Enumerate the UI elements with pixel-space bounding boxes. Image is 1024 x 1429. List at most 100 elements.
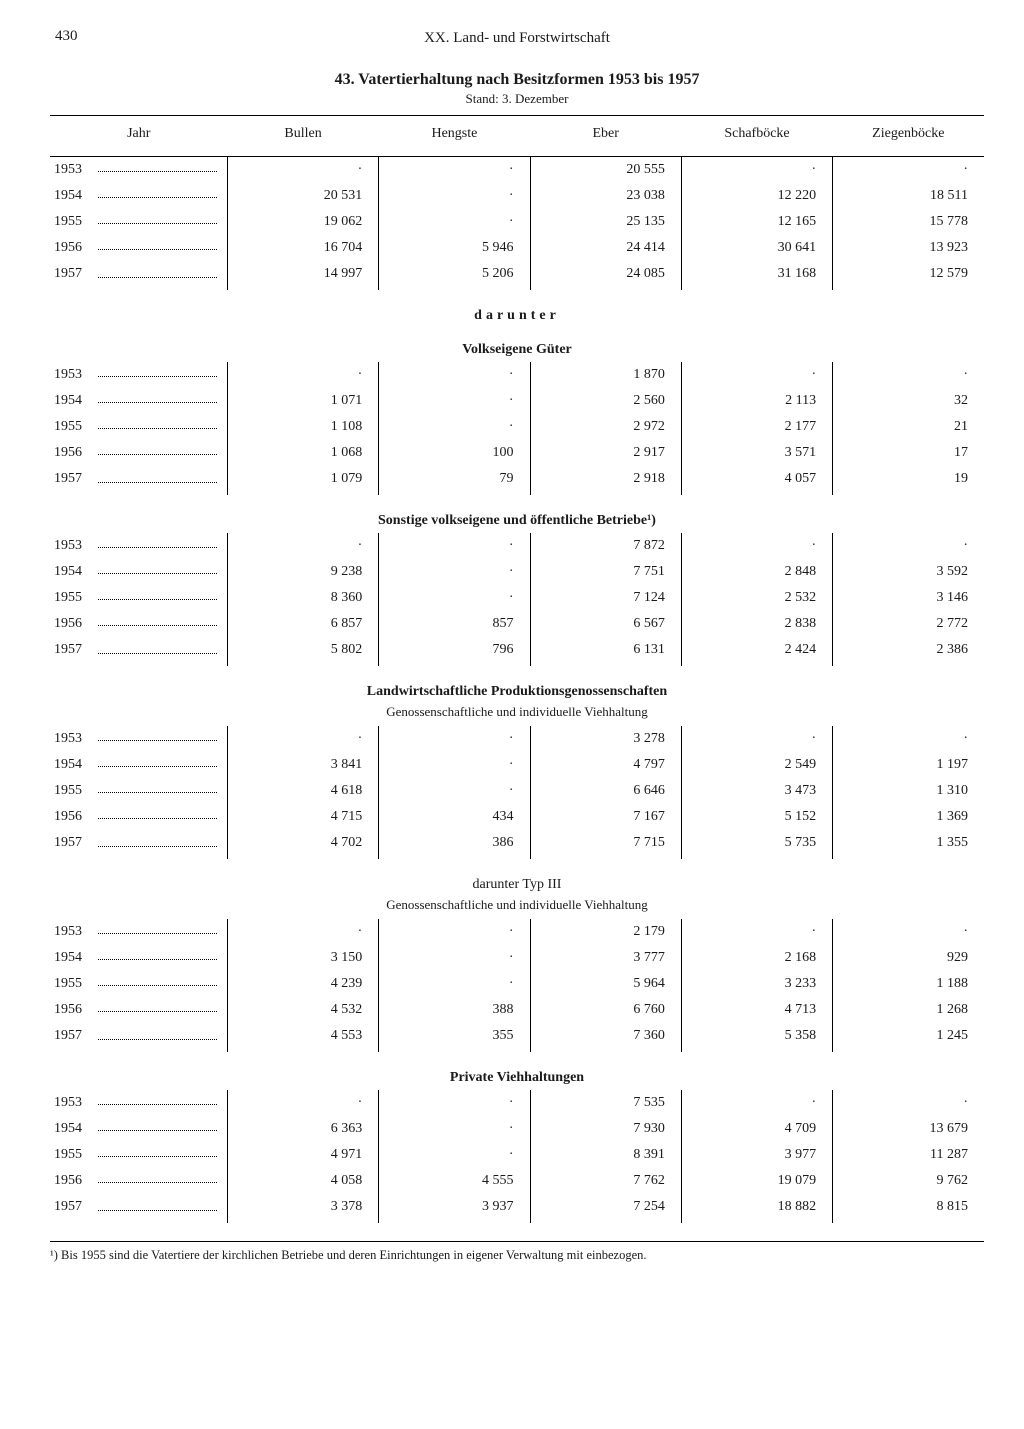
value-cell: ·	[681, 362, 832, 388]
value-cell: ·	[681, 919, 832, 945]
year-cell: 1954	[50, 183, 227, 209]
section-heading: Private Viehhaltungen	[50, 1070, 984, 1086]
year-cell: 1954	[50, 1116, 227, 1142]
value-cell: 2 917	[530, 440, 681, 466]
value-cell: ·	[227, 157, 378, 183]
value-cell: 1 355	[833, 830, 984, 859]
value-cell: 6 760	[530, 997, 681, 1023]
value-cell: ·	[379, 752, 530, 778]
table-row: 1953··7 872··	[50, 533, 984, 559]
year-cell: 1957	[50, 1194, 227, 1223]
table-row: 195420 531·23 03812 22018 511	[50, 183, 984, 209]
value-cell: 7 751	[530, 559, 681, 585]
value-cell: 7 254	[530, 1194, 681, 1223]
value-cell: 2 386	[833, 637, 984, 666]
page-number: 430	[55, 28, 78, 45]
value-cell: 4 971	[227, 1142, 378, 1168]
value-cell: 1 310	[833, 778, 984, 804]
value-cell: 1 268	[833, 997, 984, 1023]
value-cell: ·	[681, 1090, 832, 1116]
col-header: Eber	[530, 116, 681, 157]
table-row: 1953··7 535··	[50, 1090, 984, 1116]
value-cell: 4 702	[227, 830, 378, 859]
value-cell: 2 838	[681, 611, 832, 637]
value-cell: 796	[379, 637, 530, 666]
value-cell: 2 848	[681, 559, 832, 585]
year-cell: 1955	[50, 971, 227, 997]
value-cell: 7 930	[530, 1116, 681, 1142]
value-cell: 2 972	[530, 414, 681, 440]
value-cell: 16 704	[227, 235, 378, 261]
value-cell: 2 772	[833, 611, 984, 637]
value-cell: 2 168	[681, 945, 832, 971]
value-cell: ·	[833, 1090, 984, 1116]
value-cell: 13 923	[833, 235, 984, 261]
table-row: 195519 062·25 13512 16515 778	[50, 209, 984, 235]
year-cell: 1953	[50, 362, 227, 388]
value-cell: 2 177	[681, 414, 832, 440]
value-cell: 1 068	[227, 440, 378, 466]
header-row: Jahr Bullen Hengste Eber Schafböcke Zieg…	[50, 116, 984, 157]
year-cell: 1953	[50, 919, 227, 945]
value-cell: 3 937	[379, 1194, 530, 1223]
value-cell: 4 058	[227, 1168, 378, 1194]
value-cell: 4 057	[681, 466, 832, 495]
table-row: 19543 841·4 7972 5491 197	[50, 752, 984, 778]
value-cell: 5 152	[681, 804, 832, 830]
value-cell: 5 735	[681, 830, 832, 859]
value-cell: 3 278	[530, 726, 681, 752]
chapter-title: XX. Land- und Forstwirtschaft	[50, 30, 984, 47]
value-cell: 7 167	[530, 804, 681, 830]
table-row: 195616 7045 94624 41430 64113 923	[50, 235, 984, 261]
value-cell: ·	[379, 726, 530, 752]
year-cell: 1957	[50, 261, 227, 290]
table-row: 19564 7154347 1675 1521 369	[50, 804, 984, 830]
value-cell: 3 977	[681, 1142, 832, 1168]
table-row: 19554 971·8 3913 97711 287	[50, 1142, 984, 1168]
value-cell: 12 220	[681, 183, 832, 209]
col-header: Hengste	[379, 116, 530, 157]
value-cell: 1 197	[833, 752, 984, 778]
value-cell: ·	[379, 157, 530, 183]
value-cell: ·	[227, 362, 378, 388]
year-cell: 1953	[50, 1090, 227, 1116]
year-cell: 1955	[50, 414, 227, 440]
value-cell: 3 592	[833, 559, 984, 585]
value-cell: 4 618	[227, 778, 378, 804]
value-cell: 19 079	[681, 1168, 832, 1194]
value-cell: 5 358	[681, 1023, 832, 1052]
value-cell: ·	[833, 157, 984, 183]
year-cell: 1957	[50, 1023, 227, 1052]
value-cell: 11 287	[833, 1142, 984, 1168]
value-cell: 1 071	[227, 388, 378, 414]
section-heading: Sonstige volkseigene und öffentliche Bet…	[50, 513, 984, 529]
table-row: 1953··2 179··	[50, 919, 984, 945]
value-cell: 5 946	[379, 235, 530, 261]
section-heading: Volkseigene Güter	[50, 342, 984, 358]
value-cell: 434	[379, 804, 530, 830]
value-cell: 2 560	[530, 388, 681, 414]
value-cell: 4 555	[379, 1168, 530, 1194]
value-cell: ·	[833, 362, 984, 388]
value-cell: ·	[379, 971, 530, 997]
value-cell: 9 238	[227, 559, 378, 585]
value-cell: 1 870	[530, 362, 681, 388]
section-subheading: Genossenschaftliche und individuelle Vie…	[50, 704, 984, 720]
year-cell: 1956	[50, 440, 227, 466]
value-cell: ·	[227, 1090, 378, 1116]
year-cell: 1954	[50, 752, 227, 778]
year-cell: 1954	[50, 388, 227, 414]
col-header: Schafböcke	[681, 116, 832, 157]
value-cell: ·	[379, 414, 530, 440]
year-cell: 1957	[50, 830, 227, 859]
year-cell: 1956	[50, 611, 227, 637]
value-cell: 5 206	[379, 261, 530, 290]
value-cell: 6 567	[530, 611, 681, 637]
year-cell: 1955	[50, 778, 227, 804]
value-cell: 8 391	[530, 1142, 681, 1168]
table-row: 1953··20 555··	[50, 157, 984, 183]
value-cell: ·	[379, 1142, 530, 1168]
table-title: 43. Vatertierhaltung nach Besitzformen 1…	[50, 71, 984, 89]
value-cell: ·	[379, 1116, 530, 1142]
value-cell: 7 762	[530, 1168, 681, 1194]
